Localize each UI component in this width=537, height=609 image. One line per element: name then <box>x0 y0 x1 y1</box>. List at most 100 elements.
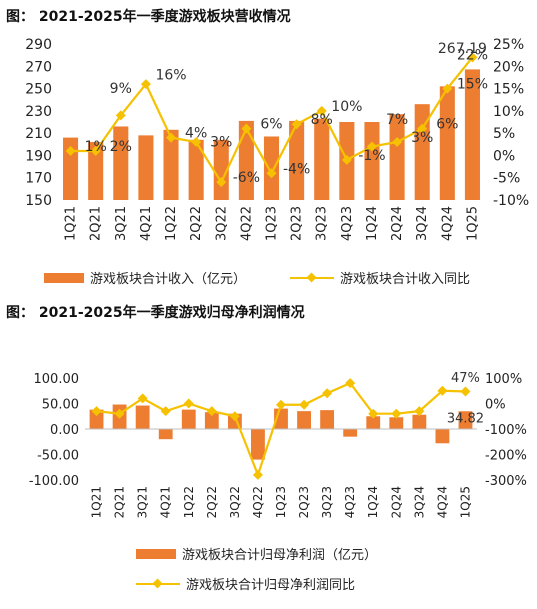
left-axis-tick-label: 290 <box>25 37 52 53</box>
x-tick-label: 1Q23 <box>265 206 280 241</box>
yoy-point-2Q22 <box>206 406 217 417</box>
bar-4Q23 <box>343 429 358 437</box>
data-label: 3% <box>210 135 232 151</box>
left-axis-tick-label: -100.00 <box>29 474 79 489</box>
bar-3Q23 <box>320 410 335 429</box>
right-axis-tick-label: 15% <box>493 82 524 98</box>
yoy-point-4Q21 <box>160 406 171 417</box>
right-axis-tick-label: -300% <box>485 474 527 489</box>
chart1-legend-bar: 游戏板块合计收入（亿元） <box>44 268 246 287</box>
bar-4Q21 <box>138 135 154 200</box>
chart2-legend-bar: 游戏板块合计归母净利润（亿元） <box>136 544 377 563</box>
right-axis-tick-label: 0% <box>493 148 515 164</box>
right-axis-tick-label: 10% <box>493 104 524 120</box>
bar-1Q21 <box>89 409 104 429</box>
left-axis-tick-label: 250 <box>25 82 52 98</box>
bar-2Q23 <box>289 120 305 200</box>
yoy-point-3Q23 <box>322 388 333 399</box>
yoy-point-2Q23 <box>291 119 302 130</box>
bar-1Q22 <box>163 129 179 200</box>
yoy-point-2Q24 <box>392 137 403 148</box>
x-tick-label: 3Q24 <box>415 206 430 241</box>
left-axis-tick-label: -50.00 <box>37 449 79 464</box>
x-tick-label: 1Q23 <box>274 486 288 518</box>
left-axis-tick-label: 100.00 <box>34 372 80 387</box>
legend-bar-swatch <box>44 272 84 283</box>
x-tick-label: 1Q25 <box>458 486 472 518</box>
yoy-point-3Q23 <box>316 105 327 116</box>
data-label: -1% <box>358 148 385 164</box>
left-axis-tick-label: 170 <box>25 171 52 187</box>
bar-4Q24 <box>439 86 455 200</box>
bar-2Q23 <box>297 411 311 429</box>
chart1-legend-line: 游戏板块合计收入同比 <box>290 268 470 287</box>
x-tick-label: 3Q24 <box>412 486 426 518</box>
legend-line-label: 游戏板块合计收入同比 <box>340 272 471 287</box>
yoy-point-1Q22 <box>166 132 177 143</box>
x-tick-label: 1Q25 <box>465 206 480 241</box>
data-label: 47% <box>451 371 480 386</box>
x-tick-label: 3Q22 <box>214 206 229 241</box>
left-axis-tick-label: 230 <box>25 104 52 120</box>
x-tick-label: 4Q23 <box>343 486 357 518</box>
yoy-point-1Q22 <box>183 398 194 409</box>
right-axis-tick-label: 5% <box>493 126 515 142</box>
bar-3Q24 <box>412 414 427 429</box>
yoy-point-2Q22 <box>191 137 202 148</box>
data-label: 3% <box>411 130 433 146</box>
data-label: 16% <box>155 68 186 84</box>
yoy-point-3Q21 <box>115 110 126 121</box>
x-tick-label: 2Q23 <box>297 486 311 518</box>
data-label: 15% <box>457 77 488 93</box>
bar-3Q22 <box>213 139 229 200</box>
left-axis-tick-label: 210 <box>25 126 52 142</box>
yoy-point-3Q21 <box>137 393 148 404</box>
yoy-point-1Q24 <box>368 408 379 419</box>
legend-bar-label: 游戏板块合计归母净利润（亿元） <box>182 548 378 563</box>
right-axis-tick-label: -200% <box>485 449 527 464</box>
yoy-point-4Q24 <box>442 83 453 94</box>
left-axis-tick-label: 150 <box>25 193 52 209</box>
yoy-point-2Q21 <box>90 145 101 156</box>
data-label: 2% <box>110 139 132 155</box>
yoy-point-4Q23 <box>345 378 356 389</box>
yoy-point-2Q21 <box>114 408 125 419</box>
revenue-chart: 150 170 190 210 230 250 270 290 -10% -5% 0% 5% 10% 15… <box>25 37 529 241</box>
right-axis-tick-label: 20% <box>493 59 524 75</box>
x-tick-label: 4Q24 <box>440 206 455 241</box>
bar-1Q25 <box>464 69 480 200</box>
bar-1Q24 <box>364 122 380 200</box>
legend-line-swatch <box>136 578 180 590</box>
bar-3Q21 <box>135 405 150 429</box>
yoy-point-3Q22 <box>216 177 227 188</box>
legend-bar-swatch <box>136 548 176 559</box>
yoy-point-2Q23 <box>299 399 310 410</box>
yoy-point-4Q23 <box>341 154 352 165</box>
x-tick-label: 4Q22 <box>239 206 254 241</box>
chart1-title: 图： 2021-2025年一季度游戏板块营收情况 <box>6 9 291 25</box>
yoy-point-1Q25 <box>460 386 471 397</box>
x-tick-label: 4Q22 <box>251 486 265 518</box>
x-tick-label: 1Q24 <box>365 206 380 241</box>
legend-bar-label: 游戏板块合计收入（亿元） <box>90 272 247 287</box>
data-label: 7% <box>386 112 408 128</box>
yoy-point-1Q21 <box>65 145 76 156</box>
bar-2Q22 <box>188 139 204 200</box>
right-axis-tick-label: -10% <box>493 193 529 209</box>
x-tick-label: 2Q24 <box>390 206 405 241</box>
bar-2Q24 <box>389 114 405 200</box>
yoy-point-1Q24 <box>366 141 377 152</box>
data-label: -4% <box>283 161 310 177</box>
x-tick-label: 3Q21 <box>136 486 150 518</box>
data-label: 8% <box>311 112 333 128</box>
left-axis-tick-label: 270 <box>25 59 52 75</box>
bar-1Q22 <box>181 409 196 429</box>
yoy-point-1Q23 <box>266 168 277 179</box>
bar-2Q21 <box>88 142 104 200</box>
x-tick-label: 1Q22 <box>164 206 179 241</box>
right-axis-tick-label: -100% <box>485 423 527 438</box>
yoy-point-3Q24 <box>417 123 428 134</box>
x-tick-label: 4Q23 <box>340 206 355 241</box>
x-tick-label: 1Q21 <box>64 206 79 241</box>
x-tick-label: 3Q22 <box>228 486 242 518</box>
